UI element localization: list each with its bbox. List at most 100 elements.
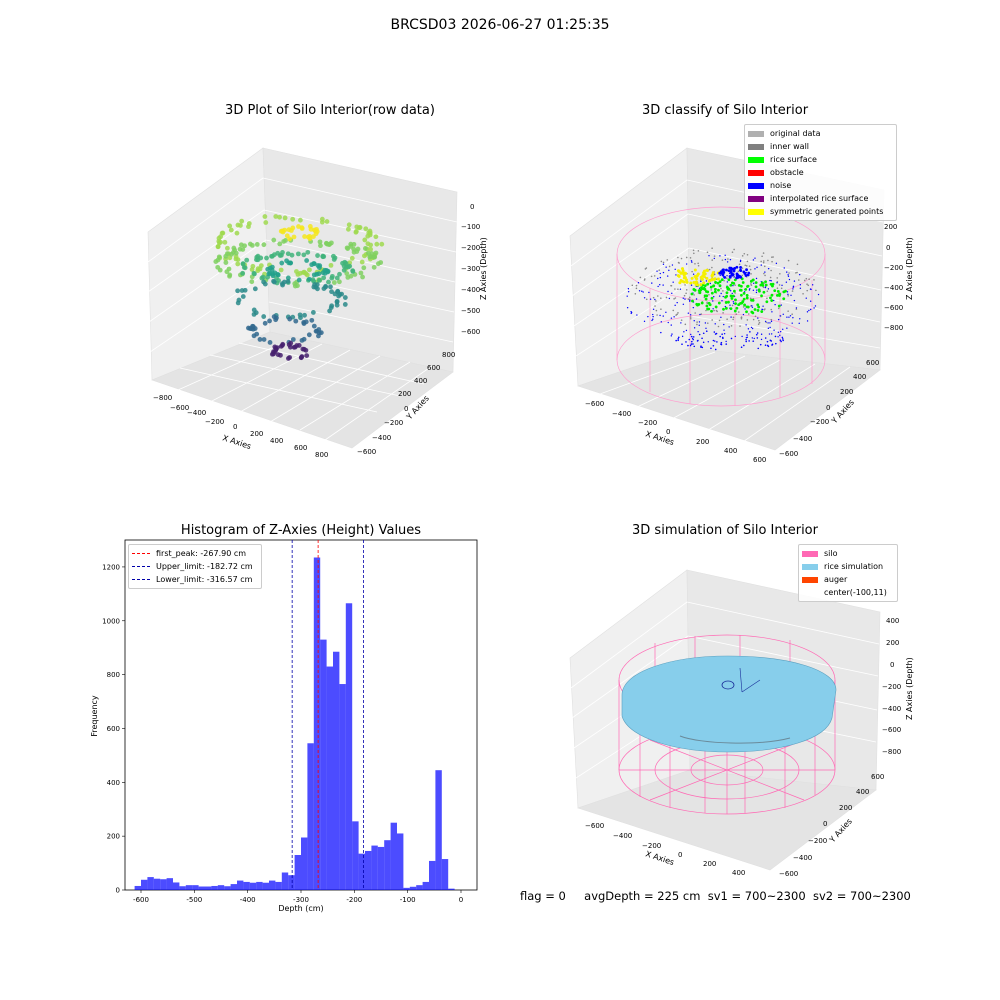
scatter-point — [295, 251, 301, 257]
scatter-point — [304, 353, 310, 359]
classified-point — [735, 313, 738, 315]
classified-point — [766, 297, 768, 300]
classified-point — [780, 287, 783, 290]
classified-point — [761, 283, 765, 287]
classified-point — [649, 298, 652, 300]
scatter-point — [290, 337, 296, 342]
classified-point — [815, 289, 817, 292]
classified-point — [673, 316, 675, 318]
classified-point — [727, 278, 731, 282]
classified-point — [770, 318, 773, 321]
classified-point — [695, 277, 699, 281]
classified-point — [710, 296, 714, 300]
classified-point — [687, 344, 689, 347]
classified-point — [755, 333, 758, 336]
classified-point — [743, 252, 746, 255]
classified-point — [767, 322, 769, 324]
scatter-point — [304, 258, 310, 263]
classified-point — [762, 290, 766, 294]
classified-point — [798, 273, 801, 276]
classified-point — [748, 289, 751, 291]
classified-point — [763, 272, 765, 275]
classified-point — [676, 301, 678, 304]
x-tick-label: -200 — [346, 896, 362, 904]
classified-point — [756, 337, 759, 339]
classified-point — [712, 344, 715, 347]
scatter-point — [315, 286, 320, 292]
classified-point — [718, 284, 722, 288]
classified-point — [750, 326, 753, 329]
classified-point — [691, 261, 693, 263]
plot1-ytick: 200 — [398, 390, 411, 398]
plot4-xtick: 0 — [678, 851, 682, 859]
classified-point — [718, 319, 721, 322]
scatter-point — [249, 279, 255, 285]
classified-point — [694, 280, 698, 284]
scatter-point — [216, 238, 222, 244]
classified-point — [698, 321, 701, 323]
scatter-point — [320, 253, 326, 259]
classified-point — [796, 271, 798, 274]
classified-point — [769, 326, 771, 329]
classified-point — [778, 284, 781, 286]
plot1-xtick: 400 — [270, 437, 283, 445]
scatter-point — [354, 224, 360, 230]
scatter-point — [220, 230, 226, 236]
classified-point — [713, 290, 717, 294]
classified-point — [697, 264, 700, 267]
classified-point — [668, 265, 671, 268]
classified-point — [787, 310, 789, 312]
classified-point — [675, 274, 677, 276]
classified-point — [817, 293, 820, 296]
classified-point — [689, 257, 692, 259]
classified-point — [745, 268, 748, 272]
plot1-floor-pane — [151, 331, 454, 449]
legend-swatch — [748, 208, 764, 215]
classified-point — [739, 288, 743, 292]
classified-point — [755, 291, 758, 294]
classified-point — [744, 264, 747, 267]
classified-point — [723, 332, 726, 335]
classified-point — [706, 251, 709, 254]
classified-point — [729, 290, 732, 292]
scatter-point — [287, 316, 293, 322]
histogram-bar — [429, 860, 436, 890]
scatter-point — [304, 272, 310, 278]
classified-point — [670, 317, 673, 319]
classified-point — [728, 326, 730, 328]
scatter-point — [265, 266, 271, 272]
classified-point — [677, 339, 679, 342]
classified-point — [685, 280, 689, 284]
classified-point — [745, 324, 747, 326]
legend-swatch — [748, 195, 764, 202]
classified-point — [778, 292, 781, 296]
legend-item: first_peak: -267.90 cm — [132, 547, 258, 560]
plot1-point-cloud — [213, 214, 385, 361]
plot2-classified-points — [626, 247, 820, 351]
classified-point — [721, 336, 724, 339]
classified-point — [693, 327, 696, 329]
classified-point — [655, 309, 658, 312]
histogram-bar — [243, 881, 250, 890]
classified-point — [636, 314, 638, 316]
scatter-point — [250, 263, 256, 269]
legend-item: silo — [802, 547, 894, 560]
histogram-bar — [403, 887, 410, 890]
scatter-point — [311, 234, 316, 240]
classified-point — [677, 288, 679, 291]
plot2-ytick: 200 — [840, 388, 853, 396]
scatter-point — [286, 260, 292, 266]
classified-point — [748, 265, 751, 267]
classified-point — [766, 344, 769, 347]
classified-point — [694, 283, 698, 287]
classified-point — [747, 313, 750, 315]
classified-point — [700, 301, 704, 305]
plot1-ztick: 0 — [470, 203, 474, 211]
plot1-ytick: 400 — [414, 377, 427, 385]
classified-point — [690, 292, 694, 296]
classified-point — [718, 295, 721, 297]
scatter-point — [277, 253, 283, 258]
histogram-bar — [326, 666, 333, 890]
classified-point — [727, 269, 731, 273]
classified-point — [764, 320, 767, 323]
